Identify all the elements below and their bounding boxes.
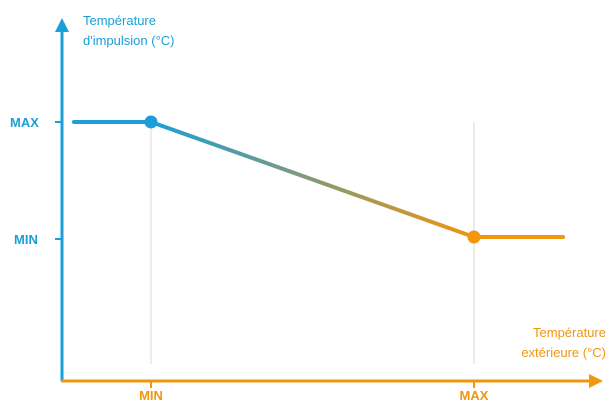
x-axis-title-line-1: Température: [533, 325, 606, 340]
y-tick-label-min: MIN: [14, 232, 38, 247]
x-tick-label-min: MIN: [139, 388, 163, 403]
x-tick-label-max: MAX: [460, 388, 489, 403]
x-axis-arrow-icon: [589, 374, 603, 388]
y-axis-arrow-icon: [55, 18, 69, 32]
y-axis-title-line-1: Température: [83, 13, 156, 28]
y-axis-title-line-2: d'impulsion (°C): [83, 33, 174, 48]
series-segment-slope: [149, 120, 476, 239]
data-point-min-max: [144, 115, 158, 129]
x-axis-title-line-2: extérieure (°C): [521, 345, 606, 360]
data-point-max-min: [467, 230, 481, 244]
y-tick-label-max: MAX: [10, 115, 39, 130]
